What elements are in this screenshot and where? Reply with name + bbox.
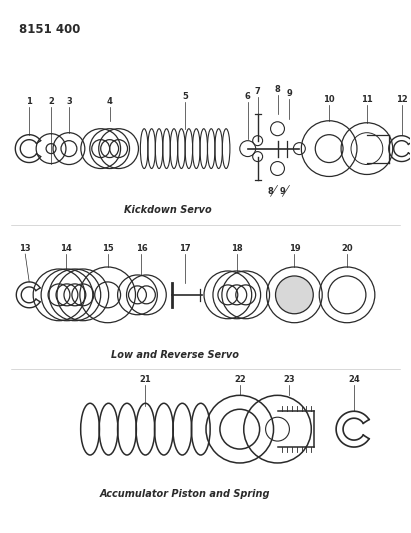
Text: 11: 11 [361,95,373,104]
Text: 9: 9 [279,188,285,196]
Text: 14: 14 [60,244,72,253]
Text: 10: 10 [323,95,335,104]
Text: 13: 13 [19,244,31,253]
Text: 22: 22 [234,375,246,384]
Text: 12: 12 [396,95,408,104]
Text: 23: 23 [284,375,295,384]
Text: 3: 3 [66,97,72,106]
Text: Kickdown Servo: Kickdown Servo [125,205,212,215]
Text: 21: 21 [139,375,151,384]
Text: 24: 24 [348,375,360,384]
Text: Low and Reverse Servo: Low and Reverse Servo [111,350,239,360]
Text: 8: 8 [275,85,280,94]
Text: 17: 17 [179,244,191,253]
Text: 2: 2 [48,97,54,106]
Text: 1: 1 [26,97,32,106]
Text: 6: 6 [245,92,251,101]
Text: 15: 15 [102,244,113,253]
Text: 8151 400: 8151 400 [19,23,81,36]
Text: 7: 7 [255,87,261,96]
Text: 9: 9 [286,89,292,98]
Text: 18: 18 [231,244,242,253]
Text: 4: 4 [107,97,113,106]
Text: 16: 16 [136,244,147,253]
Circle shape [275,276,313,314]
Text: Accumulator Piston and Spring: Accumulator Piston and Spring [100,489,270,499]
Text: 8: 8 [268,188,273,196]
Text: 5: 5 [182,92,188,101]
Text: 19: 19 [289,244,300,253]
Text: 20: 20 [341,244,353,253]
